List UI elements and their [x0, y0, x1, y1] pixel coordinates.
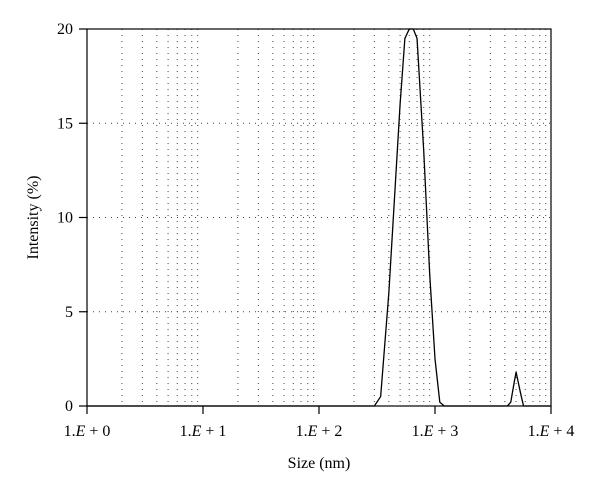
x-axis-label: Size (nm) — [288, 455, 351, 472]
x-tick-label-mantissa: 1. — [528, 423, 540, 440]
data-points — [87, 29, 551, 406]
y-axis-label: Intensity (%) — [25, 176, 42, 260]
x-tick-label: 1.E + 0 — [64, 423, 111, 440]
x-tick-label-exponent: + 4 — [549, 423, 574, 440]
x-tick-label-e: E — [191, 423, 202, 440]
x-tick-label-e: E — [539, 423, 550, 440]
y-tick-label: 10 — [57, 210, 73, 227]
y-tick-label: 15 — [57, 115, 73, 132]
x-tick-label: 1.E + 3 — [412, 423, 459, 440]
x-tick-label: 1.E + 4 — [528, 423, 575, 440]
x-axis: 1.E + 0 1.E + 1 1.E + 2 1.E + 3 1.E + 4 — [64, 406, 575, 440]
x-tick-label: 1.E + 2 — [296, 423, 343, 440]
x-tick-label-exponent: + 0 — [85, 423, 110, 440]
x-tick-label-e: E — [307, 423, 318, 440]
x-tick-label-mantissa: 1. — [412, 423, 424, 440]
x-tick-label-mantissa: 1. — [64, 423, 76, 440]
x-tick-label-e: E — [75, 423, 86, 440]
x-tick-label-exponent: + 3 — [433, 423, 458, 440]
plot-frame — [86, 28, 552, 407]
grid — [87, 29, 551, 406]
x-tick-label-e: E — [423, 423, 434, 440]
x-tick-label: 1.E + 1 — [180, 423, 227, 440]
x-tick-label-mantissa: 1. — [180, 423, 192, 440]
x-tick-label-mantissa: 1. — [296, 423, 308, 440]
y-tick-label: 0 — [65, 398, 73, 415]
y-axis: 0 5 10 15 20 — [57, 21, 87, 415]
y-tick-label: 5 — [65, 304, 73, 321]
y-tick-label: 20 — [57, 21, 73, 38]
x-tick-label-exponent: + 2 — [317, 423, 342, 440]
series-line — [87, 28, 551, 407]
x-tick-label-exponent: + 1 — [201, 423, 226, 440]
